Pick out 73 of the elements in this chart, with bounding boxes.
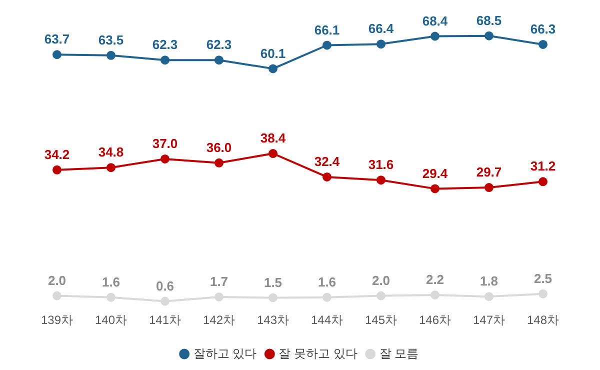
- point: [376, 291, 386, 300]
- data-label: 66.1: [314, 22, 340, 38]
- point: [214, 56, 224, 65]
- data-label: 32.4: [314, 154, 340, 170]
- data-label: 62.3: [152, 37, 178, 52]
- point: [106, 163, 116, 172]
- point: [106, 292, 116, 302]
- point: [430, 32, 440, 41]
- point: [538, 40, 548, 49]
- point: [52, 291, 62, 300]
- legend-label: 잘 못하고 있다: [278, 346, 358, 360]
- data-label: 1.7: [210, 274, 228, 290]
- data-label: 68.5: [476, 12, 502, 28]
- data-label: 37.0: [152, 136, 178, 152]
- x-tick-label: 142차: [202, 313, 236, 328]
- point: [538, 289, 548, 298]
- point: [160, 56, 170, 65]
- point: [268, 64, 278, 74]
- x-tick-label: 139차: [40, 313, 74, 328]
- data-label: 29.4: [422, 166, 448, 181]
- data-label: 63.7: [44, 32, 70, 47]
- point: [376, 40, 386, 49]
- data-label: 2.2: [426, 272, 444, 288]
- data-label: 29.7: [476, 164, 502, 180]
- point: [484, 183, 494, 192]
- data-label: 36.0: [206, 140, 232, 155]
- data-label: 31.6: [368, 157, 394, 172]
- point: [430, 290, 440, 300]
- data-label: 2.5: [534, 270, 552, 286]
- point: [160, 296, 170, 306]
- point: [160, 154, 170, 164]
- point: [322, 292, 332, 302]
- point: [52, 50, 62, 60]
- data-label: 62.3: [206, 37, 232, 52]
- point: [214, 158, 224, 168]
- x-tick-label: 141차: [148, 313, 182, 328]
- data-label: 38.4: [260, 130, 286, 146]
- data-label: 68.4: [422, 13, 448, 28]
- data-label: 66.3: [530, 22, 556, 37]
- point: [484, 292, 494, 302]
- point: [376, 176, 386, 185]
- point: [52, 165, 62, 174]
- data-label: 1.8: [480, 274, 498, 289]
- point: [214, 292, 224, 302]
- data-label: 60.1: [260, 46, 286, 61]
- data-label: 34.8: [98, 144, 124, 160]
- data-label: 66.4: [368, 21, 394, 36]
- data-label: 0.6: [156, 278, 174, 294]
- data-label: 2.0: [372, 272, 390, 288]
- point: [322, 172, 332, 182]
- legend-label: 잘 모름: [379, 346, 419, 360]
- point: [268, 149, 278, 158]
- data-label: 1.6: [102, 274, 120, 290]
- data-label: 34.2: [44, 147, 70, 162]
- point: [268, 293, 278, 302]
- data-label: 1.6: [318, 274, 336, 290]
- point: [322, 40, 332, 50]
- x-tick-label: 148차: [526, 313, 560, 328]
- data-label: 2.0: [48, 272, 66, 288]
- x-tick-label: 144차: [310, 313, 344, 328]
- data-label: 63.5: [98, 32, 124, 48]
- data-label: 31.2: [530, 158, 556, 174]
- point: [430, 184, 440, 194]
- x-tick-label: 147차: [472, 313, 506, 328]
- point: [106, 50, 116, 60]
- point: [484, 31, 494, 40]
- data-label: 1.5: [264, 274, 282, 290]
- x-tick-label: 146차: [418, 313, 452, 328]
- point: [538, 177, 548, 186]
- x-tick-label: 143차: [256, 313, 290, 328]
- x-tick-label: 140차: [94, 313, 128, 328]
- legend-label: 잘하고 있다: [193, 346, 257, 360]
- x-tick-label: 145차: [364, 313, 398, 328]
